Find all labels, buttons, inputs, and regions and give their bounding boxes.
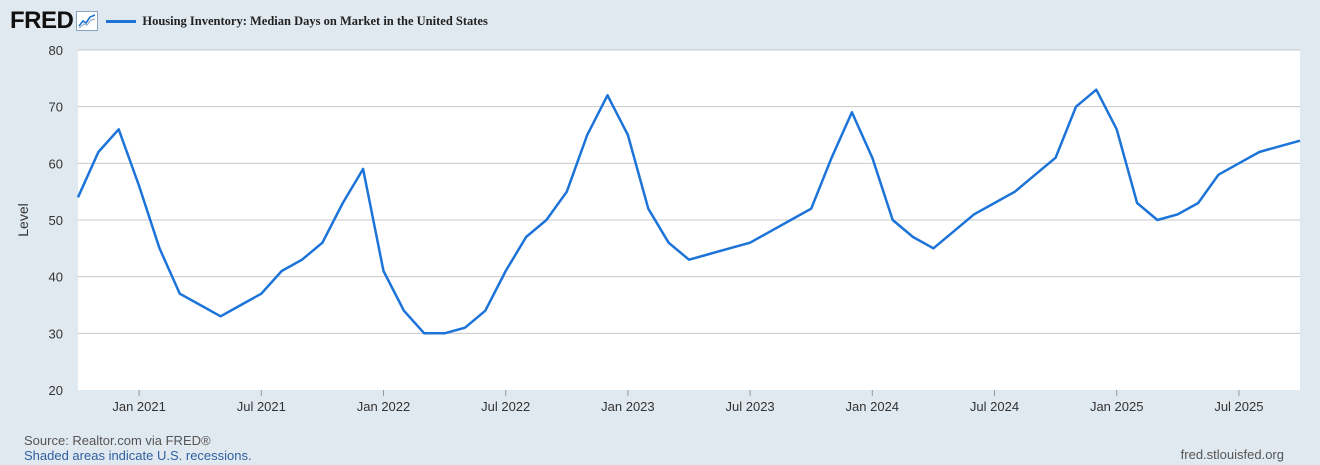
graph-icon — [76, 11, 99, 31]
y-tick-label: 20 — [49, 383, 63, 398]
footer-notes: Source: Realtor.com via FRED® Shaded are… — [24, 433, 252, 463]
y-axis-ticks: 20 30 40 50 60 70 80 — [49, 43, 63, 398]
x-tick-label: Jan 2021 — [112, 399, 166, 414]
y-tick-label: 40 — [49, 270, 63, 285]
x-axis-ticks: Jan 2021 Jul 2021 Jan 2022 Jul 2022 Jan 2023… — [112, 390, 1263, 414]
legend: Housing Inventory: Median Days on Market… — [106, 14, 488, 29]
y-tick-label: 60 — [49, 156, 63, 171]
x-tick-label: Jul 2025 — [1214, 399, 1263, 414]
x-tick-label: Jul 2023 — [726, 399, 775, 414]
x-tick-label: Jul 2022 — [481, 399, 530, 414]
x-tick-label: Jan 2025 — [1090, 399, 1144, 414]
chart-header: FRED Housing Inventory: Median Days on M… — [10, 6, 488, 36]
site-link[interactable]: fred.stlouisfed.org — [1180, 447, 1284, 462]
x-tick-label: Jan 2023 — [601, 399, 655, 414]
legend-swatch — [106, 19, 137, 23]
gridlines — [78, 49, 1300, 334]
source-note: Source: Realtor.com via FRED® — [24, 433, 211, 448]
series-group — [76, 88, 1301, 335]
x-tick-label: Jul 2021 — [237, 399, 286, 414]
y-tick-label: 50 — [49, 213, 63, 228]
x-tick-label: Jul 2024 — [970, 399, 1019, 414]
x-tick-label: Jan 2022 — [357, 399, 411, 414]
fred-logo[interactable]: FRED — [10, 7, 74, 34]
x-tick-label: Jan 2024 — [846, 399, 900, 414]
y-axis-label: Level — [15, 203, 31, 236]
y-tick-label: 30 — [49, 326, 63, 341]
y-tick-label: 80 — [49, 43, 63, 58]
legend-label[interactable]: Housing Inventory: Median Days on Market… — [142, 13, 488, 28]
y-tick-label: 70 — [49, 100, 63, 115]
series-line — [76, 88, 1301, 335]
recession-note[interactable]: Shaded areas indicate U.S. recessions. — [24, 448, 252, 463]
